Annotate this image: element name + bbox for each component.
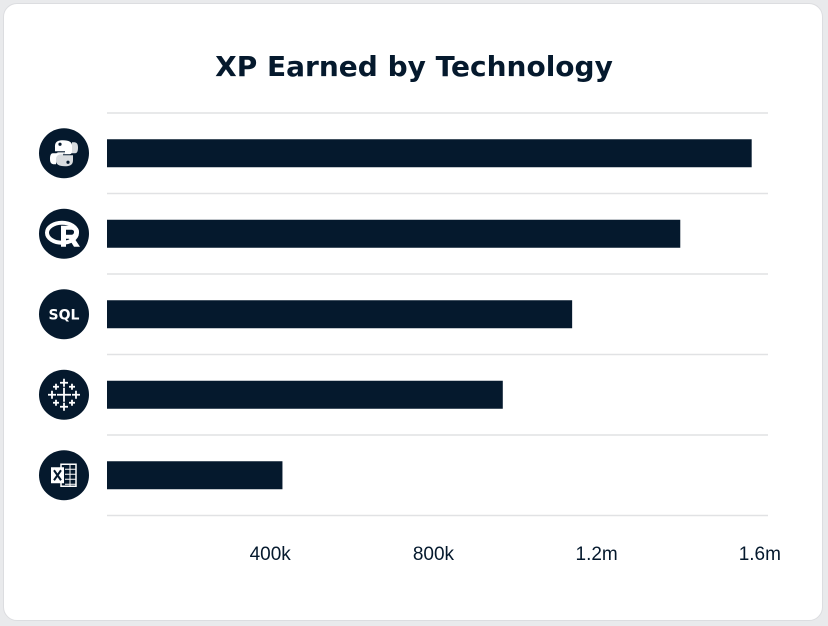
bars xyxy=(107,139,752,490)
category-icons: SQL xyxy=(39,128,89,501)
sql-icon: SQL xyxy=(39,289,89,340)
bar-tableau xyxy=(107,380,503,409)
r-icon xyxy=(39,208,89,259)
tableau-icon xyxy=(39,369,89,420)
bar-excel xyxy=(107,461,283,490)
grid-lines xyxy=(107,112,768,517)
x-tick-label: 1.2m xyxy=(576,544,618,565)
bar-r xyxy=(107,219,681,248)
chart-title: XP Earned by Technology xyxy=(215,50,613,83)
bar-python xyxy=(107,139,752,168)
sql-icon-label: SQL xyxy=(49,307,80,323)
bar-sql xyxy=(107,300,573,329)
x-tick-label: 1.6m xyxy=(739,544,781,565)
x-axis-ticks: 400k 800k 1.2m 1.6m xyxy=(250,544,781,565)
python-icon xyxy=(39,128,89,179)
excel-icon xyxy=(39,450,89,501)
x-tick-label: 400k xyxy=(250,544,292,565)
x-tick-label: 800k xyxy=(413,544,455,565)
